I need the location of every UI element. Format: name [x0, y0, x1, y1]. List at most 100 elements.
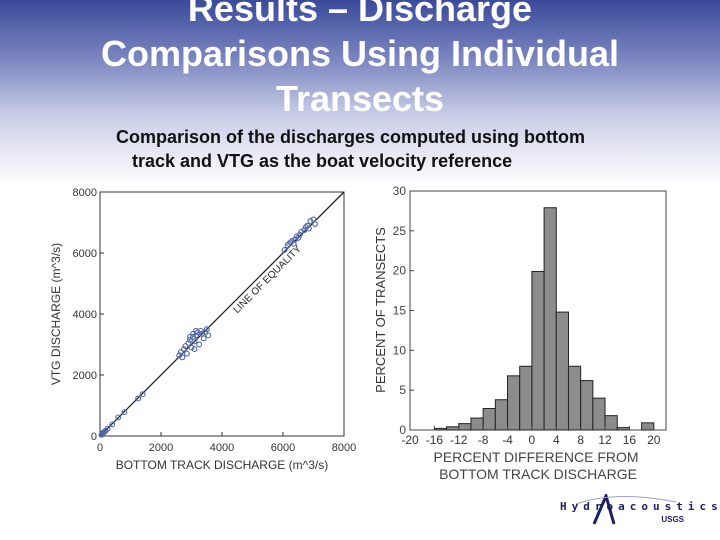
scatter-point — [196, 341, 203, 348]
scatter-point — [101, 429, 108, 435]
scatter-point — [191, 346, 198, 353]
subtitle-line-2: track and VTG as the boat velocity refer… — [132, 151, 513, 171]
histogram-bar — [433, 427, 448, 431]
histogram-chart: -20 -16 -12 -8 -4 0 4 8 12 16 20 0 5 10 15 20 25 30 PERCE… — [373, 184, 667, 482]
scatter-point — [296, 231, 303, 238]
histogram-x-tick-label: -4 — [502, 433, 513, 447]
histogram-ticks: -20 -16 -12 -8 -4 0 4 8 12 16 20 0 5 10 15 20 25 30 — [393, 184, 661, 447]
scatter-point — [302, 224, 309, 231]
histogram-bar — [580, 380, 594, 431]
histogram-x-tick-label: 20 — [647, 433, 661, 447]
scatter-point — [305, 225, 312, 232]
scatter-point — [104, 425, 111, 432]
histogram-bar — [482, 407, 496, 431]
scatter-x-tick-label: 4000 — [210, 442, 234, 454]
scatter-x-tick-label: 6000 — [271, 442, 295, 454]
slide-title: Results – Discharge Comparisons Using In… — [100, 0, 620, 119]
histogram-bar — [531, 270, 545, 431]
histogram-y-tick-label: 5 — [399, 383, 406, 397]
histogram-y-axis-label: PERCENT OF TRANSECTS — [373, 227, 388, 393]
histogram-x-tick-label: -16 — [426, 433, 444, 447]
histogram-x-axis-label: PERCENT DIFFERENCE FROM BOTTOM TRACK DIS… — [434, 449, 643, 482]
scatter-point — [312, 221, 318, 227]
histogram-bar — [519, 365, 533, 431]
histogram-x-tick-label: 12 — [598, 433, 612, 447]
histogram-y-tick-label: 25 — [393, 224, 407, 238]
histogram-y-tick-label: 30 — [393, 184, 407, 198]
scatter-point — [180, 346, 187, 353]
scatter-point — [179, 354, 186, 361]
scatter-point — [290, 240, 297, 247]
scatter-y-tick-label: 2000 — [73, 370, 97, 382]
logo-usgs-text: USGS — [661, 515, 684, 524]
scatter-point — [281, 247, 288, 253]
scatter-point — [115, 414, 122, 421]
scatter-point — [205, 332, 212, 339]
scatter-point — [298, 228, 305, 235]
scatter-x-axis-label: BOTTOM TRACK DISCHARGE (m^3/s) — [116, 458, 329, 472]
scatter-point — [182, 343, 189, 349]
scatter-x-tick-label: 2000 — [149, 442, 173, 454]
scatter-y-tick-label: 4000 — [73, 309, 97, 321]
histogram-bar — [494, 399, 509, 431]
histogram-x-tick-label: 16 — [623, 433, 637, 447]
scatter-point — [190, 330, 196, 337]
histogram-y-tick-label: 20 — [393, 264, 407, 278]
scatter-point — [284, 242, 291, 249]
scatter-point — [287, 239, 294, 246]
histogram-bar — [604, 415, 618, 431]
histogram-x-tick-label: -12 — [450, 433, 468, 447]
scatter-ticks: 0 2000 4000 6000 8000 0 2000 4000 6000 8000 — [73, 187, 357, 454]
scatter-point — [307, 218, 314, 224]
histogram-y-tick-label: 15 — [393, 304, 407, 318]
scatter-point — [293, 233, 300, 240]
logo-text: Hydroacoustics — [560, 500, 720, 513]
histogram-bar — [616, 427, 630, 431]
histogram-y-tick-label: 0 — [399, 423, 406, 437]
histogram-bar — [641, 422, 655, 431]
scatter-x-tick-label: 8000 — [332, 442, 356, 454]
histogram-bar — [446, 426, 460, 431]
histogram-x-tick-label: -8 — [478, 433, 489, 447]
histogram-bars — [433, 207, 655, 431]
scatter-y-tick-label: 0 — [91, 431, 97, 443]
histogram-bar — [470, 417, 484, 431]
scatter-point — [289, 237, 296, 244]
scatter-y-axis-label: VTG DISCHARGE (m^3/s) — [49, 243, 63, 385]
scatter-point — [188, 344, 195, 351]
scatter-point — [109, 421, 116, 428]
histogram-bar — [555, 311, 569, 431]
histogram-bar — [592, 397, 606, 431]
scatter-point — [203, 326, 210, 333]
scatter-point — [185, 340, 192, 346]
histogram-x-tick-label: 4 — [553, 433, 560, 447]
scatter-point — [187, 333, 193, 340]
subtitle-line-1: Comparison of the discharges computed us… — [116, 127, 586, 147]
scatter-x-tick-label: 0 — [97, 442, 103, 454]
histogram-x-tick-label: 8 — [577, 433, 584, 447]
scatter-point — [177, 349, 184, 356]
scatter-point — [183, 350, 190, 357]
hydroacoustics-logo: Hydroacoustics USGS — [556, 494, 718, 528]
histogram-x-axis-label-line-2: BOTTOM TRACK DISCHARGE — [439, 466, 637, 482]
scatter-y-tick-label: 8000 — [73, 187, 97, 199]
histogram-x-axis-label-line-1: PERCENT DIFFERENCE FROM — [434, 449, 639, 465]
scatter-point — [139, 391, 146, 398]
scatter-point — [135, 395, 142, 402]
scatter-points — [98, 216, 318, 438]
histogram-y-tick-label: 10 — [393, 343, 407, 357]
histogram-bar — [507, 375, 521, 431]
histogram-bar — [543, 207, 557, 431]
scatter-point — [200, 335, 207, 342]
scatter-point — [304, 222, 311, 229]
histogram-bar — [567, 365, 582, 431]
histogram-x-tick-label: -20 — [401, 433, 419, 447]
histogram-bar — [458, 423, 472, 431]
scatter-point — [193, 327, 200, 334]
scatter-y-tick-label: 6000 — [73, 248, 97, 260]
scatter-point — [121, 409, 128, 416]
histogram-x-tick-label: 0 — [529, 433, 536, 447]
scatter-point — [295, 234, 302, 241]
